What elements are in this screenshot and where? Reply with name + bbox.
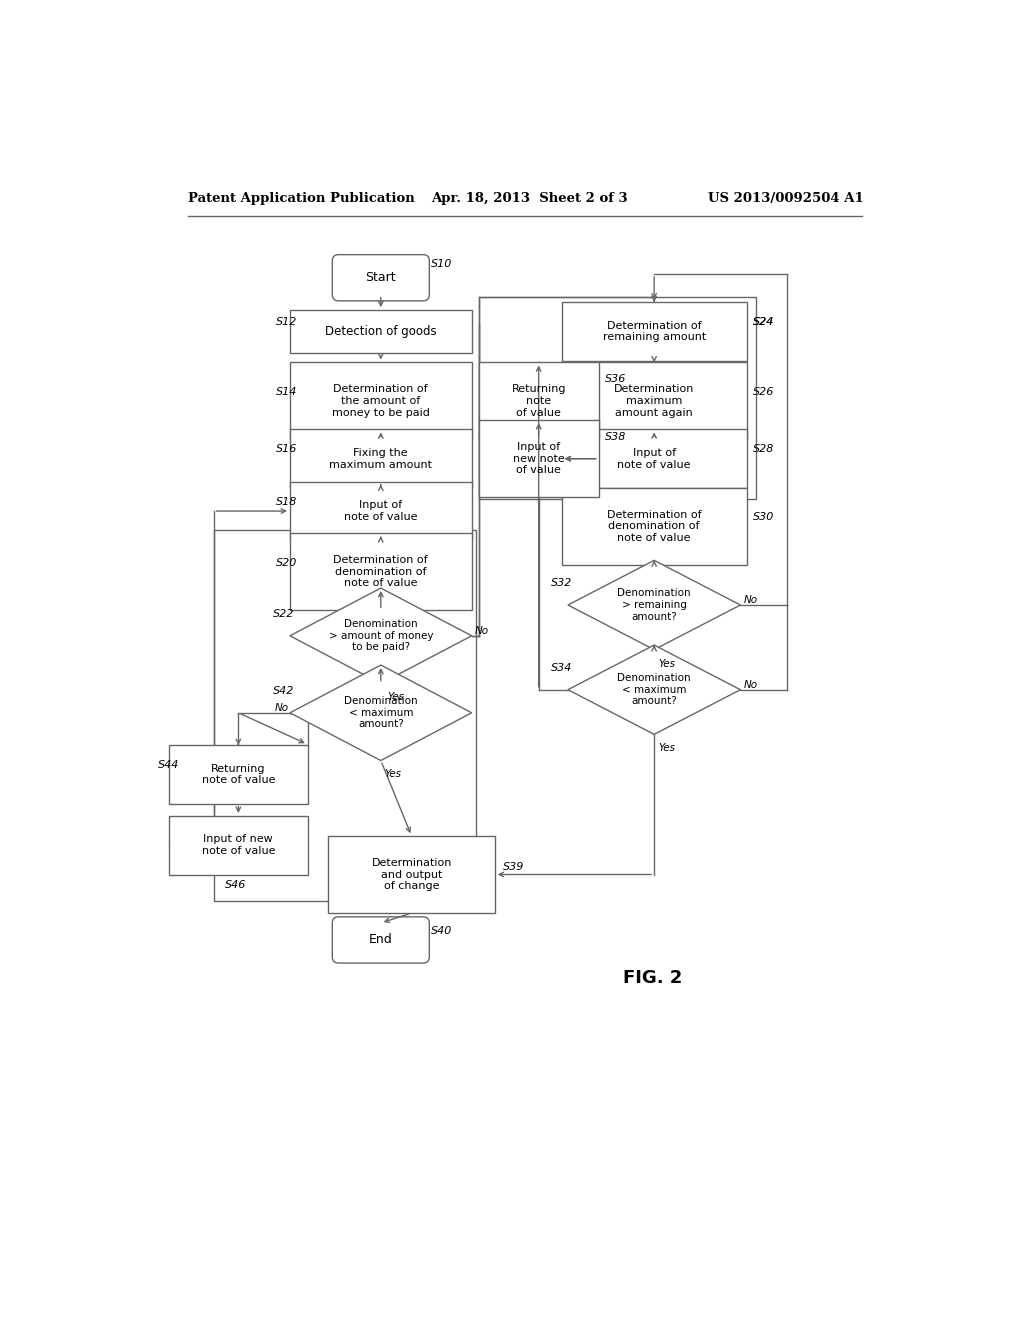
- FancyBboxPatch shape: [329, 836, 495, 913]
- Text: S40: S40: [431, 925, 453, 936]
- Text: No: No: [274, 704, 289, 713]
- Text: S24: S24: [753, 317, 774, 327]
- Text: FIG. 2: FIG. 2: [624, 969, 683, 987]
- Text: Apr. 18, 2013  Sheet 2 of 3: Apr. 18, 2013 Sheet 2 of 3: [431, 191, 628, 205]
- FancyBboxPatch shape: [169, 816, 307, 875]
- Text: Yes: Yes: [658, 659, 676, 668]
- Text: No: No: [743, 680, 758, 690]
- Text: No: No: [743, 595, 758, 606]
- Text: Start: Start: [366, 271, 396, 284]
- Polygon shape: [568, 645, 740, 734]
- Text: Determination of
denomination of
note of value: Determination of denomination of note of…: [334, 556, 428, 589]
- Text: S24: S24: [753, 317, 774, 327]
- FancyBboxPatch shape: [562, 488, 746, 565]
- Text: S26: S26: [753, 387, 774, 397]
- Text: Denomination
< maximum
amount?: Denomination < maximum amount?: [617, 673, 691, 706]
- Text: Input of
note of value: Input of note of value: [617, 447, 691, 470]
- Text: Determination
maximum
amount again: Determination maximum amount again: [614, 384, 694, 417]
- Text: Returning
note of value: Returning note of value: [202, 763, 275, 785]
- Text: S30: S30: [753, 512, 774, 523]
- Text: No: No: [475, 626, 488, 636]
- FancyBboxPatch shape: [562, 429, 746, 488]
- Text: Determination
and output
of change: Determination and output of change: [372, 858, 452, 891]
- Text: Denomination
< maximum
amount?: Denomination < maximum amount?: [344, 696, 418, 730]
- Text: Patent Application Publication: Patent Application Publication: [188, 191, 415, 205]
- FancyBboxPatch shape: [290, 310, 472, 354]
- Text: S36: S36: [605, 375, 627, 384]
- Text: Yes: Yes: [658, 743, 676, 754]
- FancyBboxPatch shape: [333, 917, 429, 964]
- Text: Yes: Yes: [387, 693, 404, 702]
- Text: Determination of
denomination of
note of value: Determination of denomination of note of…: [607, 510, 701, 543]
- Text: S46: S46: [224, 880, 246, 890]
- Text: S20: S20: [276, 557, 297, 568]
- FancyBboxPatch shape: [562, 302, 746, 360]
- Text: S28: S28: [753, 445, 774, 454]
- Text: Determination of
remaining amount: Determination of remaining amount: [602, 321, 706, 342]
- Text: S39: S39: [503, 862, 524, 871]
- FancyBboxPatch shape: [169, 744, 307, 804]
- Text: Denomination
> remaining
amount?: Denomination > remaining amount?: [617, 589, 691, 622]
- FancyBboxPatch shape: [290, 533, 472, 610]
- Text: S16: S16: [276, 445, 297, 454]
- Text: Detection of goods: Detection of goods: [325, 325, 436, 338]
- Polygon shape: [290, 589, 472, 684]
- Text: S38: S38: [605, 432, 627, 442]
- FancyBboxPatch shape: [478, 363, 599, 440]
- Text: Input of
note of value: Input of note of value: [344, 500, 418, 521]
- FancyBboxPatch shape: [478, 420, 599, 498]
- Text: S32: S32: [551, 578, 572, 589]
- Text: S44: S44: [158, 760, 179, 770]
- FancyBboxPatch shape: [562, 363, 746, 440]
- Polygon shape: [290, 665, 472, 760]
- Text: S10: S10: [431, 259, 453, 269]
- Text: Fixing the
maximum amount: Fixing the maximum amount: [330, 447, 432, 470]
- Text: End: End: [369, 933, 392, 946]
- Text: Input of
new note
of value: Input of new note of value: [513, 442, 564, 475]
- Text: S42: S42: [273, 686, 294, 696]
- FancyBboxPatch shape: [290, 429, 472, 488]
- Text: S34: S34: [551, 663, 572, 673]
- Text: Yes: Yes: [385, 770, 401, 779]
- Polygon shape: [568, 561, 740, 649]
- FancyBboxPatch shape: [333, 255, 429, 301]
- Text: Input of new
note of value: Input of new note of value: [202, 834, 275, 857]
- Text: S18: S18: [276, 496, 297, 507]
- FancyBboxPatch shape: [290, 482, 472, 540]
- Text: S14: S14: [276, 387, 297, 397]
- Text: US 2013/0092504 A1: US 2013/0092504 A1: [708, 191, 864, 205]
- Text: S12: S12: [276, 317, 297, 327]
- Text: Determination of
the amount of
money to be paid: Determination of the amount of money to …: [332, 384, 430, 417]
- FancyBboxPatch shape: [290, 363, 472, 440]
- Text: Denomination
> amount of money
to be paid?: Denomination > amount of money to be pai…: [329, 619, 433, 652]
- Text: Returning
note
of value: Returning note of value: [511, 384, 566, 417]
- Text: S22: S22: [273, 610, 294, 619]
